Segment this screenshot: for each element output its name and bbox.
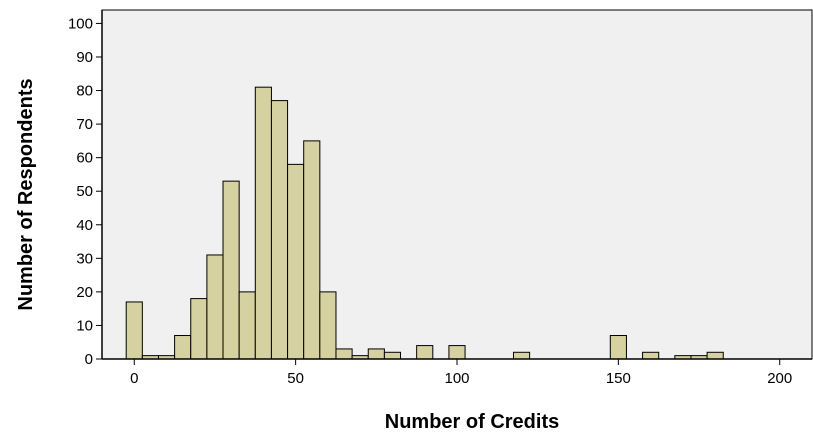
y-tick-label: 50 [76, 183, 93, 200]
y-tick-label: 60 [76, 150, 93, 167]
y-tick-label: 30 [76, 250, 93, 267]
x-tick-label: 50 [287, 370, 304, 387]
x-axis-title: Number of Credits [385, 411, 559, 433]
y-tick-label: 80 [76, 83, 93, 100]
histogram-bar [706, 351, 724, 360]
bars-group [125, 86, 724, 360]
histogram-bar [190, 298, 208, 360]
histogram-bar [642, 351, 660, 360]
histogram-bar [448, 345, 466, 360]
histogram-bar [125, 301, 143, 360]
histogram-bar [238, 291, 256, 360]
y-axis-ticks: 0 10 20 30 40 50 60 70 80 90 100 [68, 15, 102, 368]
x-tick-label: 150 [606, 370, 631, 387]
histogram-bar [174, 335, 192, 360]
y-tick-label: 90 [76, 49, 93, 66]
y-tick-label: 0 [85, 351, 93, 368]
x-tick-label: 0 [130, 370, 138, 387]
histogram-bar [609, 335, 627, 360]
histogram-bar [367, 348, 385, 360]
histogram-bar [270, 100, 289, 360]
histogram-bar [287, 163, 305, 360]
x-axis-ticks: 0 50 100 150 200 [130, 359, 792, 387]
y-tick-label: 20 [76, 284, 93, 301]
x-tick-label: 200 [767, 370, 792, 387]
histogram-bar [206, 254, 224, 360]
y-tick-label: 40 [76, 217, 93, 234]
histogram-bar [512, 351, 531, 360]
x-tick-label: 100 [444, 370, 469, 387]
y-axis-title: Number of Respondents [15, 78, 37, 310]
histogram-bar [254, 86, 272, 360]
histogram-bar [303, 140, 321, 360]
y-tick-label: 100 [68, 15, 93, 32]
y-tick-label: 10 [76, 317, 93, 334]
histogram-bar [222, 180, 240, 360]
histogram-bar [416, 345, 434, 360]
histogram-bar [383, 351, 402, 360]
histogram-bar [319, 291, 337, 360]
y-tick-label: 70 [76, 116, 93, 133]
histogram-bar [335, 348, 353, 360]
